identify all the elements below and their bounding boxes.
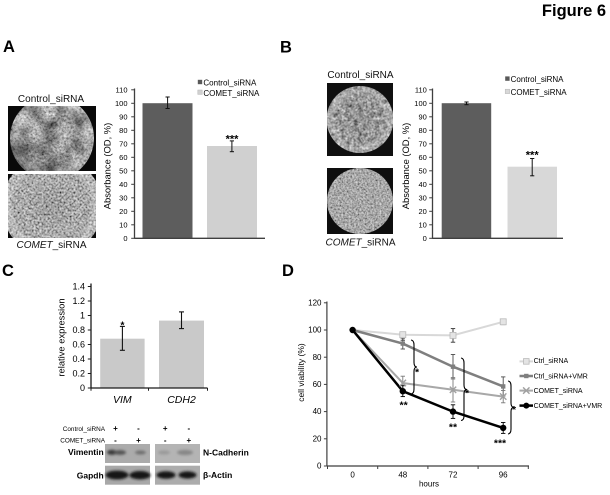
svg-text:**: ** [449,421,458,433]
svg-text:0.8: 0.8 [72,325,85,335]
svg-text:1.2: 1.2 [72,296,85,306]
svg-text:Control_siRNA: Control_siRNA [203,79,257,88]
svg-text:30: 30 [418,193,426,202]
svg-text:70: 70 [119,139,127,148]
svg-text:0: 0 [123,234,127,243]
svg-text:Control_siRNA: Control_siRNA [327,70,393,81]
svg-text:10: 10 [418,220,426,229]
svg-text:20: 20 [313,434,322,443]
svg-text:relative expression: relative expression [56,298,67,376]
svg-text:+: + [113,424,118,433]
svg-text:1: 1 [80,311,85,321]
svg-text:Ctrl_siRNA+VMR: Ctrl_siRNA+VMR [534,373,588,380]
svg-text:0: 0 [350,471,355,480]
svg-text:COMET_siRNA: COMET_siRNA [16,240,86,251]
svg-text:Control_siRNA: Control_siRNA [63,426,106,433]
svg-text:*: * [120,321,124,332]
svg-text:0.6: 0.6 [72,340,85,350]
svg-text:1.4: 1.4 [72,282,85,292]
svg-text:Vimentin: Vimentin [68,447,104,457]
svg-text:-: - [164,436,167,445]
svg-text:COMET_siRNA: COMET_siRNA [511,88,568,97]
svg-text:110: 110 [415,85,427,94]
svg-text:120: 120 [308,298,322,307]
svg-text:Control_siRNA: Control_siRNA [18,94,84,105]
svg-text:COMET_siRNA: COMET_siRNA [534,388,583,395]
svg-text:Gapdh: Gapdh [77,470,104,480]
svg-text:50: 50 [119,166,127,175]
svg-text:-: - [137,424,140,433]
svg-text:cell viability (%): cell viability (%) [296,343,306,402]
svg-text:72: 72 [449,471,458,480]
svg-text:0: 0 [423,234,427,243]
svg-text:-: - [114,436,117,445]
svg-text:B: B [280,39,292,57]
svg-text:110: 110 [116,85,128,94]
svg-text:***: *** [226,134,240,146]
svg-text:10: 10 [119,220,127,229]
svg-text:Absorbance (OD, %): Absorbance (OD, %) [101,123,112,210]
svg-text:20: 20 [418,207,426,216]
svg-text:+: + [163,424,168,433]
svg-text:hours: hours [419,480,439,489]
svg-text:A: A [3,38,15,56]
svg-text:100: 100 [308,326,322,335]
svg-text:0: 0 [317,462,322,471]
svg-text:0: 0 [80,383,85,393]
svg-text:COMET_siRNA: COMET_siRNA [325,237,395,248]
svg-text:80: 80 [418,126,426,135]
svg-text:*: * [465,387,470,399]
svg-text:Control_siRNA: Control_siRNA [511,75,565,84]
svg-text:VIM: VIM [113,394,132,406]
svg-text:40: 40 [418,180,426,189]
svg-text:Absorbance (OD, %): Absorbance (OD, %) [400,123,411,210]
svg-text:80: 80 [119,126,127,135]
svg-text:60: 60 [119,153,127,162]
svg-text:70: 70 [418,139,426,148]
svg-text:40: 40 [119,180,127,189]
svg-text:Figure 6: Figure 6 [542,2,606,20]
svg-text:***: *** [494,437,507,449]
svg-text:90: 90 [119,112,127,121]
svg-text:COMET_siRNA+VMR: COMET_siRNA+VMR [534,403,603,410]
svg-text:0.4: 0.4 [72,354,85,364]
svg-text:90: 90 [418,112,426,121]
svg-text:β-Actin: β-Actin [203,470,232,480]
svg-text:80: 80 [313,353,322,362]
svg-text:60: 60 [313,380,322,389]
svg-text:*: * [512,404,517,416]
svg-text:100: 100 [115,99,128,108]
svg-text:Ctrl_siRNA: Ctrl_siRNA [534,358,569,365]
svg-text:+: + [186,436,191,445]
svg-text:*: * [415,366,420,378]
svg-text:50: 50 [418,166,426,175]
svg-text:N-Cadherin: N-Cadherin [203,448,249,458]
svg-text:60: 60 [418,153,426,162]
svg-text:+: + [136,436,141,445]
svg-text:-: - [187,424,190,433]
svg-text:100: 100 [414,99,427,108]
svg-text:48: 48 [398,471,407,480]
svg-text:D: D [282,262,294,280]
svg-text:COMET_siRNA: COMET_siRNA [60,438,105,445]
svg-text:20: 20 [119,207,127,216]
svg-text:C: C [2,262,14,280]
svg-text:***: *** [526,149,540,161]
svg-text:CDH2: CDH2 [167,394,196,406]
svg-text:96: 96 [499,471,508,480]
svg-text:30: 30 [119,193,127,202]
svg-text:COMET_siRNA: COMET_siRNA [203,89,260,98]
svg-text:0.2: 0.2 [72,369,85,379]
svg-text:**: ** [400,400,409,412]
svg-text:40: 40 [313,407,322,416]
